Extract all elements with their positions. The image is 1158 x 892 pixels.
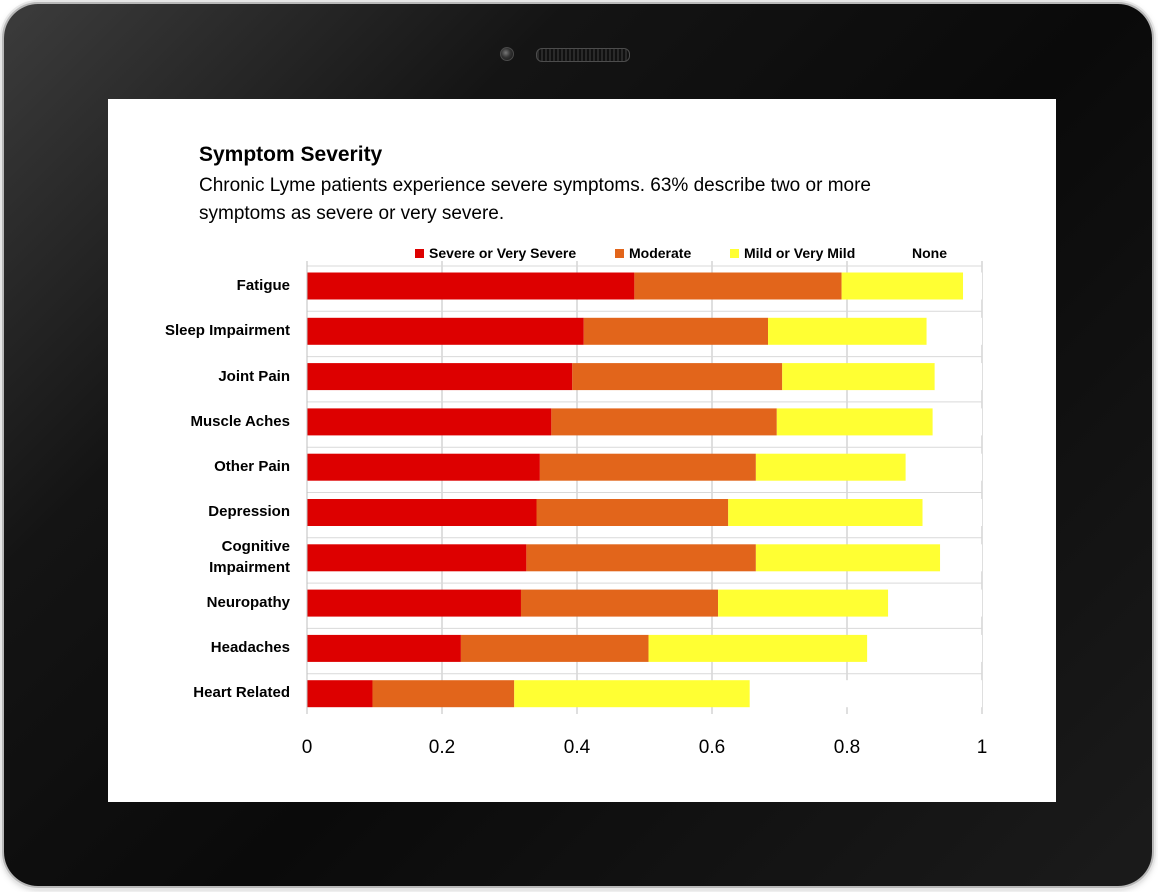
legend-swatch-none <box>898 249 907 258</box>
bar-1-5 <box>536 499 729 526</box>
legend-swatch-severe <box>415 249 424 258</box>
category-label-heart-related: Heart Related <box>193 684 290 701</box>
bar-3-7 <box>888 589 982 617</box>
legend-swatch-mild <box>730 249 739 258</box>
x-tick-label-5: 1 <box>977 737 988 758</box>
bar-1-8 <box>460 634 649 662</box>
category-label-muscle-aches: Muscle Aches <box>190 413 291 430</box>
legend-label-severe: Severe or Very Severe <box>429 245 577 261</box>
bar-0-8 <box>307 634 461 662</box>
category-label-cognitive-impairment: Cognitive Impairment <box>209 538 290 576</box>
bar-3-4 <box>905 453 982 481</box>
bar-1-6 <box>526 544 756 572</box>
x-tick-label-1: 0.2 <box>429 737 455 758</box>
bar-2-3 <box>776 408 933 436</box>
bar-2-6 <box>755 544 941 572</box>
bar-0-1 <box>307 317 584 345</box>
bar-2-1 <box>768 317 927 345</box>
bar-1-9 <box>372 680 515 708</box>
bar-0-0 <box>307 272 635 300</box>
category-label-joint-pain: Joint Pain <box>218 368 290 385</box>
legend-label-mild: Mild or Very Mild <box>744 245 856 261</box>
bar-1-7 <box>520 589 719 617</box>
bar-0-3 <box>307 408 552 436</box>
bar-2-4 <box>755 453 906 481</box>
category-label-sleep-impairment: Sleep Impairment <box>164 322 290 339</box>
bar-3-3 <box>932 408 982 436</box>
bar-2-0 <box>841 272 964 300</box>
bar-0-6 <box>307 544 527 572</box>
legend-item-mild: Mild or Very Mild <box>730 245 855 261</box>
bar-1-2 <box>572 363 783 391</box>
legend-label-none: None <box>912 245 947 261</box>
category-label-depression: Depression <box>208 503 290 520</box>
speaker-grille <box>536 48 630 62</box>
legend-swatch-moderate <box>615 249 624 258</box>
legend-item-none: None <box>898 245 947 261</box>
bar-3-0 <box>963 272 982 300</box>
bar-0-5 <box>307 499 537 526</box>
legend-label-moderate: Moderate <box>629 245 692 261</box>
category-label-headaches: Headaches <box>210 639 290 656</box>
category-label-neuropathy: Neuropathy <box>206 594 290 611</box>
legend-item-moderate: Moderate <box>615 245 691 261</box>
bar-0-4 <box>307 453 540 481</box>
x-tick-label-0: 0 <box>302 737 313 758</box>
x-tick-label-2: 0.4 <box>564 737 591 758</box>
chart-legend: Severe or Very Severe Moderate Mild or V… <box>108 245 1056 265</box>
bar-2-5 <box>728 499 923 526</box>
camera-icon <box>500 47 514 61</box>
bar-1-3 <box>551 408 777 436</box>
bar-3-1 <box>926 317 982 345</box>
bar-3-2 <box>934 363 982 391</box>
category-label-fatigue: Fatigue <box>236 277 290 294</box>
bar-0-7 <box>307 589 521 617</box>
bar-chart-plot: 0 0.2 0.4 0.6 0.8 1 <box>302 261 988 758</box>
x-tick-label-4: 0.8 <box>834 737 860 758</box>
bar-1-1 <box>583 317 769 345</box>
bar-1-4 <box>539 453 756 481</box>
bar-2-7 <box>718 589 889 617</box>
bar-2-9 <box>514 680 750 708</box>
legend-item-severe: Severe or Very Severe <box>415 245 576 261</box>
bar-3-8 <box>867 634 982 662</box>
category-label-other-pain: Other Pain <box>214 458 290 475</box>
chart-title: Symptom Severity <box>199 143 383 166</box>
bar-3-6 <box>940 544 982 572</box>
chart-subtitle: Chronic Lyme patients experience severe … <box>199 175 871 224</box>
bar-0-9 <box>307 680 373 708</box>
bar-2-2 <box>782 363 935 391</box>
bar-3-9 <box>749 680 982 708</box>
tablet-screen: Symptom Severity Chronic Lyme patients e… <box>108 99 1056 802</box>
x-tick-label-3: 0.6 <box>699 737 725 758</box>
tablet-frame: Symptom Severity Chronic Lyme patients e… <box>4 4 1152 886</box>
bar-2-8 <box>648 634 868 662</box>
bar-3-5 <box>922 499 982 526</box>
bar-0-2 <box>307 363 573 391</box>
bar-1-0 <box>634 272 842 300</box>
